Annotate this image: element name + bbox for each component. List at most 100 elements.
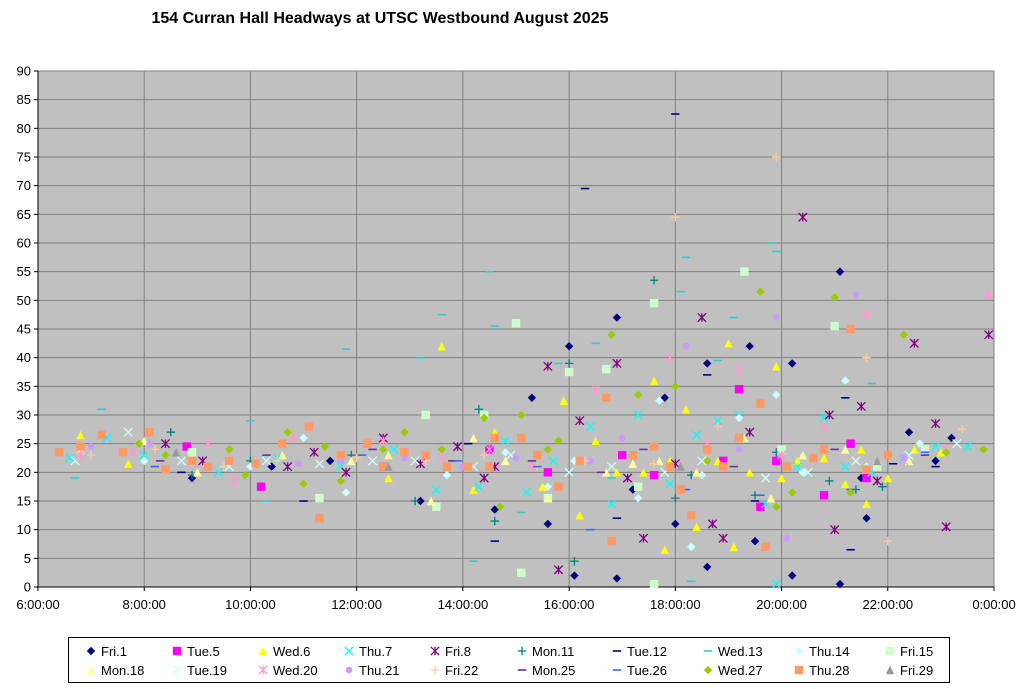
data-point xyxy=(146,440,153,448)
data-point xyxy=(538,482,547,491)
data-point xyxy=(772,390,781,400)
legend-marker xyxy=(517,646,527,656)
y-tick-label: 60 xyxy=(17,236,31,251)
data-point xyxy=(962,441,973,452)
data-point xyxy=(931,456,940,466)
data-point xyxy=(495,502,505,511)
data-point xyxy=(479,473,489,483)
data-point xyxy=(474,482,484,492)
series-thu-28 xyxy=(55,324,892,552)
data-point xyxy=(282,461,293,472)
data-point xyxy=(628,485,638,494)
y-tick-label: 45 xyxy=(17,322,31,337)
legend-marker xyxy=(703,665,713,675)
legend-label: Fri.22 xyxy=(445,662,479,678)
data-point xyxy=(772,362,781,371)
data-point xyxy=(692,522,701,531)
data-point xyxy=(469,433,478,443)
data-point xyxy=(517,410,526,420)
data-point xyxy=(591,436,600,445)
data-point xyxy=(691,430,702,440)
data-point xyxy=(564,359,574,368)
chart-title: 154 Curran Hall Headways at UTSC Westbou… xyxy=(151,10,609,27)
data-point xyxy=(846,324,855,334)
x-tick-label: 18:00:00 xyxy=(650,597,701,612)
data-point xyxy=(862,499,871,509)
data-point xyxy=(618,450,627,460)
legend-item: Thu.14 xyxy=(793,642,849,660)
legend-item: Tue.26 xyxy=(611,661,667,679)
data-point xyxy=(772,314,780,321)
legend-marker-shape xyxy=(885,646,895,656)
data-point xyxy=(602,393,611,402)
data-point xyxy=(861,310,872,320)
legend-item: Thu.7 xyxy=(343,642,392,660)
legend-marker-shape xyxy=(345,666,353,674)
legend-marker xyxy=(885,665,895,675)
data-point xyxy=(341,488,351,497)
data-point xyxy=(697,312,707,323)
data-point xyxy=(193,468,202,477)
series-wed-27 xyxy=(134,287,988,511)
data-point xyxy=(665,479,675,489)
data-point xyxy=(957,425,967,434)
legend-item: Fri.15 xyxy=(884,642,933,660)
data-point xyxy=(139,450,149,460)
data-point xyxy=(76,442,85,451)
data-point xyxy=(703,359,712,368)
data-point xyxy=(819,421,829,432)
series-fri-8 xyxy=(160,212,994,575)
data-point xyxy=(628,450,638,460)
y-tick-label: 20 xyxy=(17,465,31,480)
data-point xyxy=(740,267,749,276)
data-point xyxy=(299,433,308,443)
data-point xyxy=(660,545,669,554)
legend-label: Fri.15 xyxy=(900,643,934,659)
data-point xyxy=(771,579,781,589)
legend-label: Tue.5 xyxy=(187,643,220,659)
legend-marker xyxy=(517,669,527,671)
data-point xyxy=(745,468,754,477)
y-tick-label: 10 xyxy=(17,522,31,537)
data-point xyxy=(272,456,282,466)
legend-label: Tue.26 xyxy=(627,662,667,678)
legend-item: Fri.22 xyxy=(429,661,478,679)
y-tick-label: 80 xyxy=(17,121,31,136)
data-point xyxy=(792,461,803,472)
legend-marker xyxy=(612,650,622,652)
data-point xyxy=(856,401,866,412)
data-point xyxy=(835,579,845,589)
data-point xyxy=(760,473,771,483)
data-point xyxy=(638,533,649,543)
x-tick-label: 20:00:00 xyxy=(756,597,807,612)
data-point xyxy=(564,467,574,477)
data-point xyxy=(150,445,160,454)
data-point xyxy=(655,396,664,405)
data-point xyxy=(920,445,930,454)
y-tick-label: 5 xyxy=(24,551,31,566)
legend-label: Fri.8 xyxy=(445,643,471,659)
data-point xyxy=(830,525,840,535)
data-point xyxy=(325,456,335,466)
data-point xyxy=(655,456,664,466)
data-point xyxy=(787,359,797,368)
legend-marker-shape xyxy=(344,646,354,656)
data-point xyxy=(819,453,829,463)
data-point xyxy=(320,442,329,451)
data-point xyxy=(543,361,553,371)
data-point xyxy=(852,291,860,298)
data-point xyxy=(606,499,617,509)
series-thu-14 xyxy=(140,376,924,552)
data-point xyxy=(564,367,574,377)
data-point xyxy=(665,353,675,363)
data-point xyxy=(734,364,744,374)
legend-item: Wed.27 xyxy=(702,661,763,679)
legend-marker-shape xyxy=(86,665,96,675)
data-point xyxy=(745,342,754,351)
data-point xyxy=(171,448,181,457)
data-point xyxy=(878,482,887,491)
data-point xyxy=(819,445,829,454)
data-point xyxy=(841,445,850,454)
data-point xyxy=(734,413,744,423)
data-point xyxy=(384,462,393,471)
